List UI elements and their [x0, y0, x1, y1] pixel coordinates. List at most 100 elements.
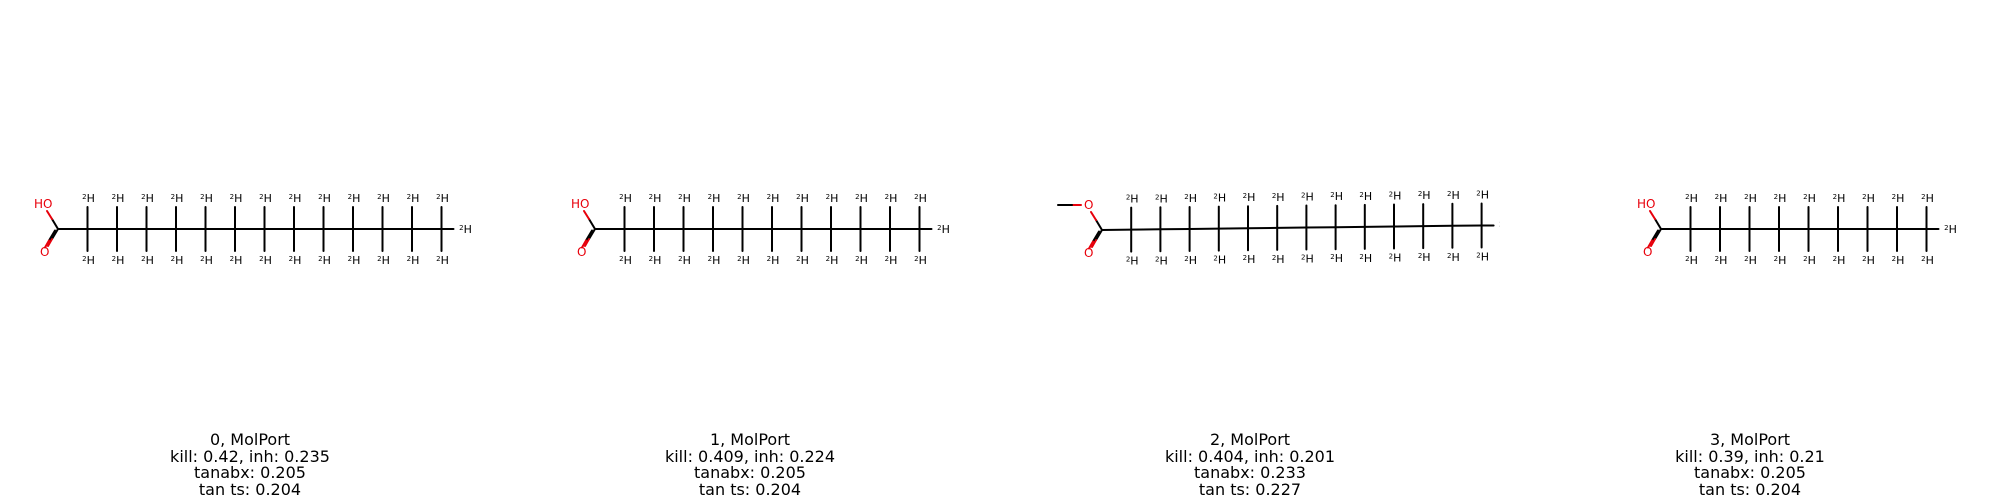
- deuterium-label: 2H: [1921, 192, 1934, 205]
- structure-0: O HO 2H 2H 2H 2H 2H 2H 2H 2H 2H 2H 2H 2H 2H 2H 2H 2H 2H 2H 2…: [34, 192, 472, 267]
- structure-2: O O 2H 2H 2H 2H 2H 2H 2H 2H 2H 2H 2H 2H 2H 2H 2H 2H 2H 2H 2H…: [1057, 188, 1500, 268]
- deuterium-label: 2H: [1921, 254, 1934, 267]
- deuterium-label: 2H: [796, 192, 809, 205]
- deuterium-label: 2H: [1774, 192, 1787, 205]
- deuterium-label: 2H: [619, 192, 632, 205]
- deuterium-label: 2H: [885, 192, 898, 205]
- legend-tants: tan ts: 0.204: [1698, 479, 1802, 499]
- carbonyl-bond: [584, 238, 590, 247]
- deuterium-label: 2H: [1744, 192, 1757, 205]
- deuterium-label: 2H: [1447, 251, 1460, 264]
- molecule-cell-3: O HO 2H 2H 2H 2H 2H 2H 2H 2H 2H 2H 2H 2H 2H 2H 2H 2H 2H 2H 2…: [1500, 0, 2000, 500]
- deuterium-label: 2H: [1476, 250, 1489, 263]
- deuterium-label: 2H: [885, 254, 898, 267]
- deuterium-label: 2H: [348, 192, 361, 205]
- deuterium-label: 2H: [141, 254, 154, 267]
- legend-tanabx: tanabx: 0.233: [1194, 463, 1306, 482]
- deuterium-label: 2H: [1126, 193, 1139, 206]
- deuterium-label: 2H: [737, 254, 750, 267]
- deuterium-label: 2H: [1126, 255, 1139, 268]
- legend-2: 2, MolPort kill: 0.404, inh: 0.201 tanab…: [1000, 431, 1500, 499]
- legend-name: 3, MolPort: [1709, 430, 1791, 449]
- legend-kill-inh: kill: 0.409, inh: 0.224: [664, 446, 836, 466]
- deuterium-label: 2H: [200, 192, 213, 205]
- deuterium-label: 2H: [289, 254, 302, 267]
- deuterium-label: 2H: [377, 254, 390, 267]
- deuterium-label: 2H: [1359, 252, 1372, 265]
- deuterium-label: 2H: [1685, 192, 1698, 205]
- deuterium-label: 2H: [1892, 192, 1905, 205]
- carbonyl-bond: [1650, 238, 1656, 247]
- deuterium-label: 2H: [171, 192, 184, 205]
- deuterium-label: 2H: [619, 254, 632, 267]
- deuterium-label: 2H: [141, 192, 154, 205]
- deuterium-label: 2H: [1944, 223, 1957, 236]
- legend-tants: tan ts: 0.204: [198, 479, 302, 499]
- deuterium-label: 2H: [678, 254, 691, 267]
- deuterium-label: 2H: [200, 254, 213, 267]
- legend-0: 0, MolPort kill: 0.42, inh: 0.235 tanabx…: [0, 430, 500, 499]
- deuterium-label: 2H: [767, 192, 780, 205]
- deuterium-label: 2H: [1330, 190, 1343, 203]
- structure-3: O HO 2H 2H 2H 2H 2H 2H 2H 2H 2H 2H 2H 2H 2H 2H 2H 2H 2H 2H 2…: [1637, 192, 1957, 267]
- legend-tanabx: tanabx: 0.205: [694, 463, 806, 482]
- deuterium-label: 2H: [112, 192, 125, 205]
- deuterium-label: 2H: [230, 254, 243, 267]
- deuterium-label: 2H: [1184, 192, 1197, 205]
- deuterium-label: 2H: [1803, 192, 1816, 205]
- deuterium-label: 2H: [1744, 254, 1757, 267]
- deuterium-label: 2H: [855, 254, 868, 267]
- legend-name: 1, MolPort: [709, 430, 791, 449]
- carbonyl-bond-2: [1647, 239, 1653, 249]
- deuterium-label: 2H: [318, 254, 331, 267]
- hydroxyl-bond: [1649, 210, 1656, 220]
- deuterium-label: 2H: [289, 192, 302, 205]
- molecule-cell-1: O HO 2H 2H 2H 2H 2H 2H 2H 2H 2H 2H 2H 2H 2H 2H 2H 2H 2H 2H 2…: [500, 0, 1000, 500]
- deuterium-label: 2H: [436, 192, 449, 205]
- deuterium-label: 2H: [1803, 254, 1816, 267]
- carbonyl-oxygen-label: O: [40, 245, 49, 259]
- legend-name: 0, MolPort: [209, 430, 291, 449]
- deuterium-label: 2H: [171, 254, 184, 267]
- carbonyl-bond: [588, 228, 596, 240]
- deuterium-label: 2H: [826, 192, 839, 205]
- deuterium-label: 2H: [1213, 192, 1226, 205]
- legend-tanabx: tanabx: 0.205: [194, 463, 306, 482]
- deuterium-label: 2H: [259, 192, 272, 205]
- hydroxyl-label: HO: [1637, 197, 1655, 211]
- deuterium-label: 2H: [82, 254, 95, 267]
- deuterium-label: 2H: [855, 192, 868, 205]
- deuterium-label: 2H: [914, 192, 927, 205]
- hydroxyl-bond: [51, 218, 59, 230]
- deuterium-label: 2H: [1359, 190, 1372, 203]
- deuterium-label: 2H: [767, 254, 780, 267]
- deuterium-label: 2H: [1389, 189, 1402, 202]
- deuterium-label: 2H: [1774, 254, 1787, 267]
- deuterium-label: 2H: [318, 192, 331, 205]
- carbonyl-bond: [1091, 239, 1097, 248]
- legend-3: 3, MolPort kill: 0.39, inh: 0.21 tanabx:…: [1500, 430, 2000, 499]
- carbonyl-oxygen-label: O: [577, 245, 586, 259]
- legend-kill-inh: kill: 0.404, inh: 0.201: [1164, 446, 1336, 466]
- deuterium-label: 2H: [737, 192, 750, 205]
- molecule-cell-2: O O 2H 2H 2H 2H 2H 2H 2H 2H 2H 2H 2H 2H 2H 2H 2H 2H 2H 2H 2H…: [1000, 0, 1500, 500]
- deuterium-label: 2H: [1301, 253, 1314, 266]
- deuterium-label: 2H: [436, 254, 449, 267]
- carbonyl-bond-2: [585, 229, 593, 242]
- ester-bond: [1095, 219, 1103, 231]
- hydroxyl-label: HO: [571, 197, 589, 211]
- hydroxyl-bond: [46, 210, 53, 220]
- deuterium-label: 2H: [230, 192, 243, 205]
- deuterium-label: 2H: [1715, 254, 1728, 267]
- legend-tants: tan ts: 0.227: [1198, 479, 1302, 499]
- deuterium-label: 2H: [1685, 254, 1698, 267]
- carbonyl-bond-2: [48, 229, 56, 242]
- deuterium-label: 2H: [407, 254, 420, 267]
- deuterium-label: 2H: [348, 254, 361, 267]
- deuterium-label: 2H: [1715, 192, 1728, 205]
- deuterium-label: 2H: [1272, 253, 1285, 266]
- deuterium-label: 2H: [112, 254, 125, 267]
- deuterium-label: 2H: [407, 192, 420, 205]
- legend-tanabx: tanabx: 0.205: [1694, 463, 1806, 482]
